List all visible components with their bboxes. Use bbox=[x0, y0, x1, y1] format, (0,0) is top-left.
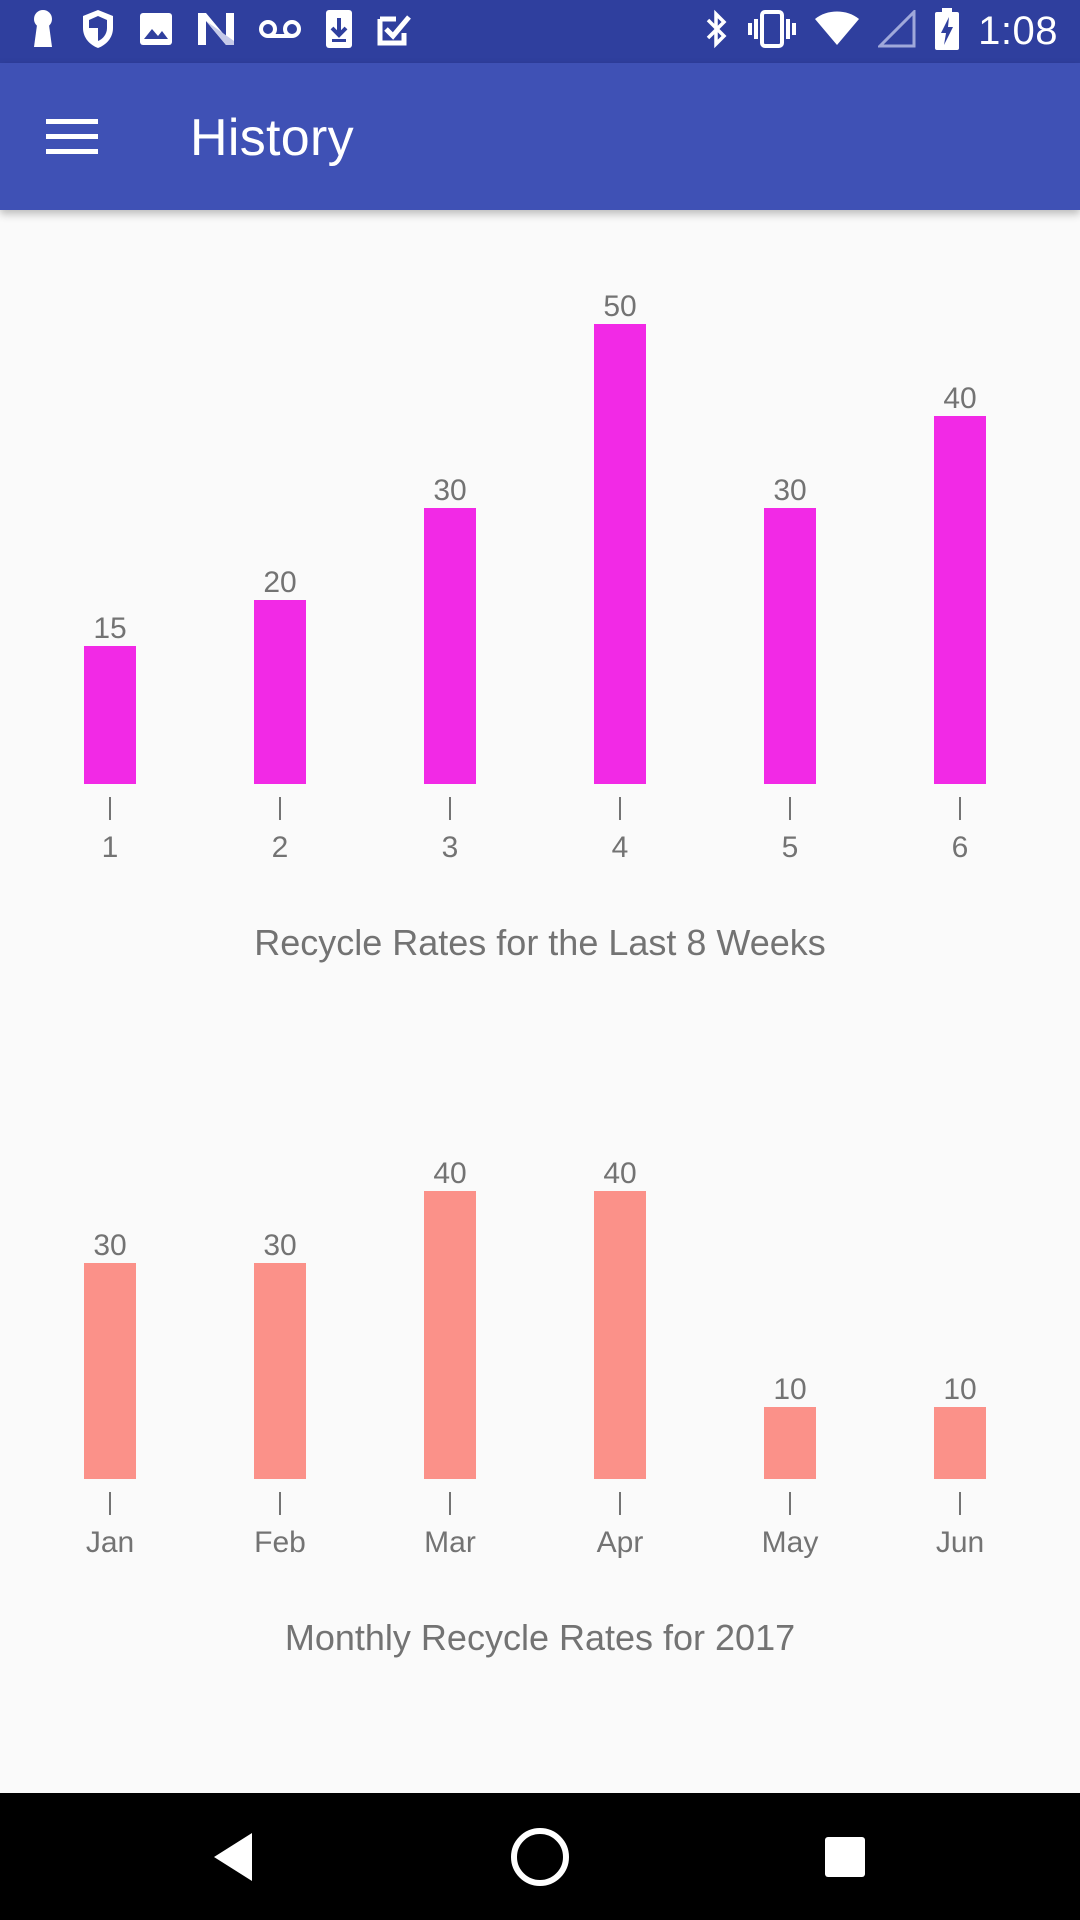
home-button[interactable] bbox=[485, 1815, 595, 1899]
x-tick-label: 1 bbox=[102, 831, 119, 864]
bar-value-label: 40 bbox=[943, 382, 976, 415]
bar-3 bbox=[424, 508, 476, 784]
back-triangle-icon bbox=[210, 1831, 260, 1883]
x-tick-label: Feb bbox=[254, 1526, 306, 1559]
bar-jan bbox=[84, 1263, 136, 1479]
bar-value-label: 10 bbox=[943, 1373, 976, 1406]
x-tick-label: Jun bbox=[936, 1526, 984, 1559]
x-tick-label: 5 bbox=[782, 831, 799, 864]
status-time: 1:08 bbox=[978, 9, 1058, 54]
bar-value-label: 30 bbox=[93, 1229, 126, 1262]
bar-6 bbox=[934, 416, 986, 784]
weekly-chart-plot: 15 1 20 2 30 3 50 4 30 5 40 6 bbox=[0, 210, 1080, 880]
bar-value-label: 30 bbox=[773, 474, 806, 507]
download-icon bbox=[324, 8, 354, 55]
vibrate-icon bbox=[748, 9, 796, 54]
x-tick-label: 6 bbox=[952, 831, 969, 864]
bar-value-label: 30 bbox=[263, 1229, 296, 1262]
system-icons: 1:08 bbox=[704, 6, 1058, 56]
bar-value-label: 40 bbox=[433, 1157, 466, 1190]
x-tick-label: Mar bbox=[424, 1526, 476, 1559]
bar-apr bbox=[594, 1191, 646, 1479]
bar-may bbox=[764, 1407, 816, 1479]
page-title: History bbox=[190, 108, 354, 168]
recents-button[interactable] bbox=[790, 1815, 900, 1899]
weekly-recycle-chart: 15 1 20 2 30 3 50 4 30 5 40 6 Recycle Rates for the… bbox=[0, 210, 1080, 990]
x-tick-label: 3 bbox=[442, 831, 459, 864]
back-button[interactable] bbox=[180, 1815, 290, 1899]
navigation-bar bbox=[0, 1793, 1080, 1920]
recents-square-icon bbox=[823, 1835, 867, 1879]
image-icon bbox=[138, 11, 174, 52]
bar-feb bbox=[254, 1263, 306, 1479]
bar-value-label: 40 bbox=[603, 1157, 636, 1190]
x-tick-label: 2 bbox=[272, 831, 289, 864]
checkbox-icon bbox=[376, 11, 412, 52]
bar-mar bbox=[424, 1191, 476, 1479]
bar-value-label: 50 bbox=[603, 290, 636, 323]
bar-5 bbox=[764, 508, 816, 784]
home-circle-icon bbox=[508, 1825, 572, 1889]
weekly-chart-title: Recycle Rates for the Last 8 Weeks bbox=[0, 922, 1080, 964]
bar-value-label: 30 bbox=[433, 474, 466, 507]
bar-2 bbox=[254, 600, 306, 784]
x-tick-label: Jan bbox=[86, 1526, 134, 1559]
keyhole-icon bbox=[28, 9, 58, 54]
bar-value-label: 15 bbox=[93, 612, 126, 645]
n-logo-icon bbox=[196, 11, 236, 52]
bar-1 bbox=[84, 646, 136, 784]
bar-jun bbox=[934, 1407, 986, 1479]
status-bar: 1:08 bbox=[0, 0, 1080, 63]
app-bar: History bbox=[0, 63, 1080, 210]
wifi-icon bbox=[814, 11, 860, 52]
voicemail-icon bbox=[258, 17, 302, 46]
signal-icon bbox=[878, 10, 916, 53]
bar-value-label: 10 bbox=[773, 1373, 806, 1406]
history-content: 15 1 20 2 30 3 50 4 30 5 40 6 Recycle Rates for the… bbox=[0, 210, 1080, 1793]
hamburger-menu-icon bbox=[46, 119, 98, 155]
monthly-chart-plot: 30 Jan 30 Feb 40 Mar 40 Apr 10 May 10 Jun bbox=[0, 990, 1080, 1575]
x-tick-label: 4 bbox=[612, 831, 629, 864]
menu-button[interactable] bbox=[26, 93, 118, 181]
x-tick-label: Apr bbox=[597, 1526, 644, 1559]
shield-icon bbox=[80, 8, 116, 55]
x-tick-label: May bbox=[762, 1526, 819, 1559]
battery-icon bbox=[934, 7, 960, 56]
notification-icons bbox=[28, 8, 412, 54]
monthly-chart-title: Monthly Recycle Rates for 2017 bbox=[0, 1617, 1080, 1659]
monthly-recycle-chart: 30 Jan 30 Feb 40 Mar 40 Apr 10 May 10 Jun Monthly R… bbox=[0, 990, 1080, 1710]
bluetooth-icon bbox=[704, 8, 730, 55]
bar-4 bbox=[594, 324, 646, 784]
bar-value-label: 20 bbox=[263, 566, 296, 599]
